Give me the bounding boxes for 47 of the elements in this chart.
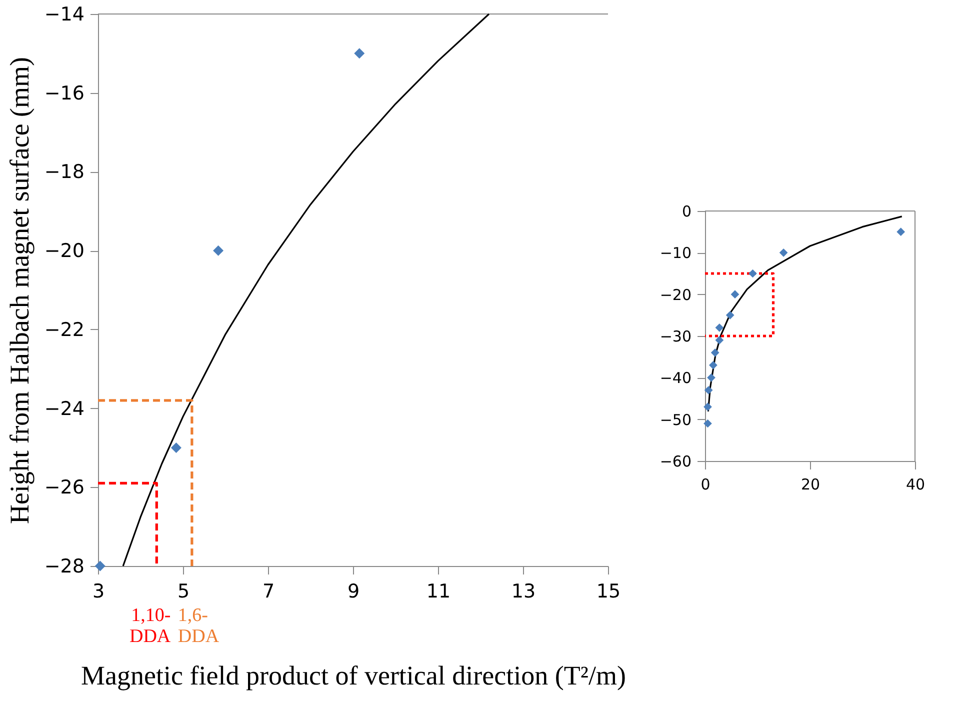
point xyxy=(709,360,718,370)
point xyxy=(715,323,724,332)
x-tick-label: 15 xyxy=(596,580,621,602)
point xyxy=(354,48,365,59)
y-tick-label: −20 xyxy=(660,286,692,304)
y-tick-label: −22 xyxy=(44,318,84,341)
point xyxy=(170,442,182,453)
x-tick-label: 0 xyxy=(700,476,710,494)
y-tick-label: 0 xyxy=(682,202,692,220)
y-tick-label: −18 xyxy=(44,161,84,184)
y-tick-label: −10 xyxy=(660,244,692,262)
point xyxy=(213,245,224,256)
y-tick-label: −14 xyxy=(44,4,84,26)
y-tick-label: −30 xyxy=(660,328,692,346)
x-tick-label: 9 xyxy=(347,580,360,602)
y-tick-label: −16 xyxy=(44,82,84,104)
point xyxy=(896,228,906,236)
point xyxy=(748,269,757,278)
y-tick-label: −60 xyxy=(660,452,692,470)
point xyxy=(704,386,713,394)
annotation: 1,6-DDA xyxy=(178,605,220,647)
x-tick-label: 40 xyxy=(906,476,926,494)
y-tick-label: −40 xyxy=(660,369,692,388)
point xyxy=(779,248,788,257)
x-tick-label: 5 xyxy=(177,580,190,602)
x-axis-title: Magnetic field product of vertical direction (T²/m) xyxy=(81,660,626,690)
y-axis-title: Height from Halbach magnet surface (mm) xyxy=(4,56,34,524)
x-tick-label: 20 xyxy=(800,476,820,494)
point xyxy=(707,373,716,382)
point xyxy=(704,419,712,428)
x-tick-label: 3 xyxy=(92,580,105,602)
x-tick-label: 13 xyxy=(511,580,536,602)
point xyxy=(710,348,720,357)
line-series xyxy=(122,13,490,567)
point xyxy=(704,402,712,412)
y-tick-label: −50 xyxy=(660,410,692,429)
point xyxy=(730,290,740,299)
y-tick-label: −24 xyxy=(44,398,84,420)
x-tick-label: 11 xyxy=(426,580,451,602)
x-tick-label: 7 xyxy=(262,580,275,602)
y-tick-label: −26 xyxy=(44,476,84,499)
annotation: 1,10-DDA xyxy=(129,605,171,647)
y-tick-label: −28 xyxy=(44,556,84,578)
point xyxy=(94,560,106,572)
point xyxy=(715,336,724,344)
y-tick-label: −20 xyxy=(44,240,84,262)
point xyxy=(726,310,734,320)
